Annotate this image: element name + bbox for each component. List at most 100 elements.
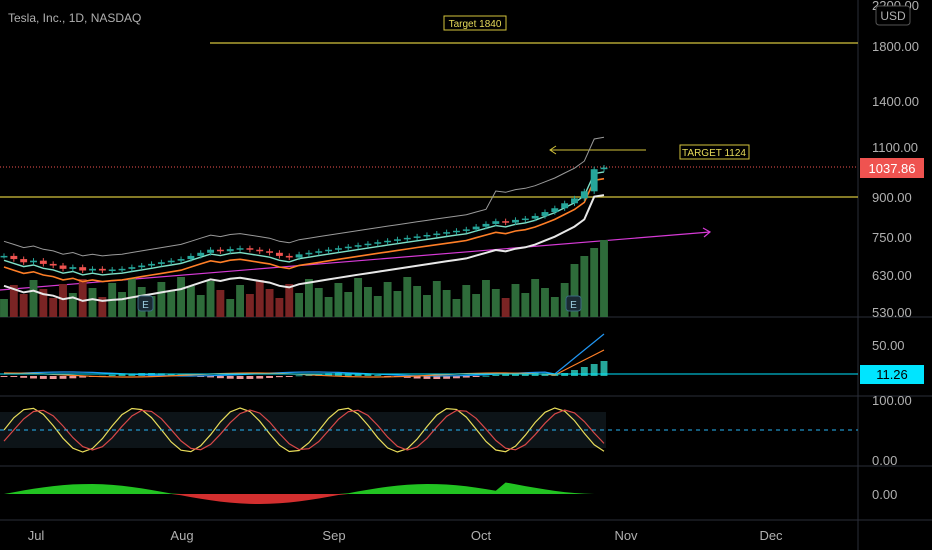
candles xyxy=(0,164,608,274)
oscillator-pane xyxy=(4,482,604,504)
volume-bar xyxy=(59,284,67,317)
volume-bar xyxy=(344,292,353,317)
earnings-marker-1[interactable]: E xyxy=(137,295,154,312)
candle-body xyxy=(492,221,500,224)
volume-bar xyxy=(226,299,235,317)
candle-body xyxy=(266,251,274,253)
volume-bar xyxy=(314,288,323,317)
price-tick-900: 900.00 xyxy=(872,190,912,205)
volume-bar xyxy=(334,283,343,317)
last-price-value: 1037.86 xyxy=(869,161,916,176)
macd-line xyxy=(3,333,605,377)
volume-bar xyxy=(354,278,363,317)
target-1840-label[interactable]: Target 1840 xyxy=(443,15,507,31)
macd-tick-50: 50.00 xyxy=(872,338,905,353)
macd-histogram-bar xyxy=(275,376,283,378)
candle-body xyxy=(580,191,588,199)
candle-body xyxy=(148,263,155,266)
time-tick-jul: Jul xyxy=(28,528,45,543)
osc-negative-area xyxy=(4,494,604,504)
volume-bar xyxy=(472,294,481,317)
last-price-tag: 1037.86 xyxy=(860,158,924,178)
volume-bar xyxy=(521,293,530,317)
time-axis[interactable]: Jul Aug Sep Oct Nov Dec xyxy=(28,528,783,543)
volume-bar xyxy=(186,286,195,317)
macd-histogram-bar xyxy=(157,373,165,376)
macd-histogram-bar xyxy=(69,376,77,379)
volume-bar xyxy=(265,289,274,317)
macd-histogram-bar xyxy=(502,373,510,376)
candle-body xyxy=(98,268,106,271)
candle-body xyxy=(197,252,205,256)
candle-body xyxy=(364,243,372,246)
candle-body xyxy=(403,237,411,240)
target-1840-text: Target 1840 xyxy=(449,19,502,30)
earnings-marker-2[interactable]: E xyxy=(565,295,582,312)
candle-body xyxy=(285,255,293,258)
volume-bar xyxy=(462,285,471,317)
volume-bar xyxy=(39,289,48,317)
bands xyxy=(3,136,605,302)
target-1124-label[interactable]: TARGET 1124 xyxy=(679,144,750,160)
macd-histogram-bar xyxy=(443,376,451,379)
candle-body xyxy=(275,252,283,256)
macd-histogram-bar xyxy=(590,364,598,376)
candle-body xyxy=(344,246,352,249)
candle-body xyxy=(79,267,87,271)
volume-bar xyxy=(19,294,28,317)
volume-bar xyxy=(245,294,254,317)
earnings-marker-2-text: E xyxy=(570,300,577,311)
volume-bar xyxy=(600,240,608,317)
price-tick-530: 530.00 xyxy=(872,305,912,320)
volume-bar xyxy=(9,285,18,317)
volume-bar xyxy=(255,280,264,317)
candle-body xyxy=(502,221,510,223)
candle-body xyxy=(256,249,264,252)
volume-bar xyxy=(550,297,559,317)
volume-bar xyxy=(442,290,451,317)
volume-bar xyxy=(393,291,402,317)
macd-histogram-bar xyxy=(334,373,342,376)
candle-body xyxy=(561,203,569,209)
volume-bar xyxy=(29,280,38,317)
candle-body xyxy=(30,260,37,263)
macd-histogram-bar xyxy=(413,376,421,379)
volume-bar xyxy=(590,248,599,317)
candle-body xyxy=(89,268,96,271)
volume-bar xyxy=(373,296,382,317)
candle-body xyxy=(246,248,254,250)
candle-body xyxy=(325,249,333,252)
currency-button[interactable]: USD xyxy=(875,5,911,26)
macd-histogram-bar xyxy=(433,376,441,379)
macd-histogram-bar xyxy=(472,376,480,377)
candle-body xyxy=(541,212,549,216)
macd-histogram-bar xyxy=(0,376,8,377)
candle-body xyxy=(482,223,490,227)
volume-bar xyxy=(118,292,126,317)
volume-bar xyxy=(413,286,422,317)
ema-teal-line xyxy=(3,171,605,276)
chart-title: Tesla, Inc., 1D, NASDAQ xyxy=(8,11,141,25)
volume-bar xyxy=(531,279,540,317)
macd-histogram-bar xyxy=(10,376,18,377)
candle-body xyxy=(521,218,529,221)
candle-body xyxy=(305,252,313,255)
macd-histogram-bar xyxy=(462,376,470,378)
macd-histogram-bar xyxy=(49,376,57,379)
candle-body xyxy=(551,208,559,213)
target-arrow xyxy=(549,145,646,155)
candle-body xyxy=(413,236,421,238)
macd-histogram-bar xyxy=(423,376,431,379)
macd-histogram-bar xyxy=(492,374,500,376)
macd-histogram-bar xyxy=(354,373,362,376)
candle-body xyxy=(207,249,214,253)
volume-bar xyxy=(580,256,589,317)
candle-body xyxy=(187,255,195,260)
stoch-pane xyxy=(0,407,606,453)
candle-body xyxy=(236,248,244,250)
volume-bar xyxy=(167,291,176,317)
macd-histogram-bar xyxy=(167,373,175,376)
osc-tick-0: 0.00 xyxy=(872,487,897,502)
